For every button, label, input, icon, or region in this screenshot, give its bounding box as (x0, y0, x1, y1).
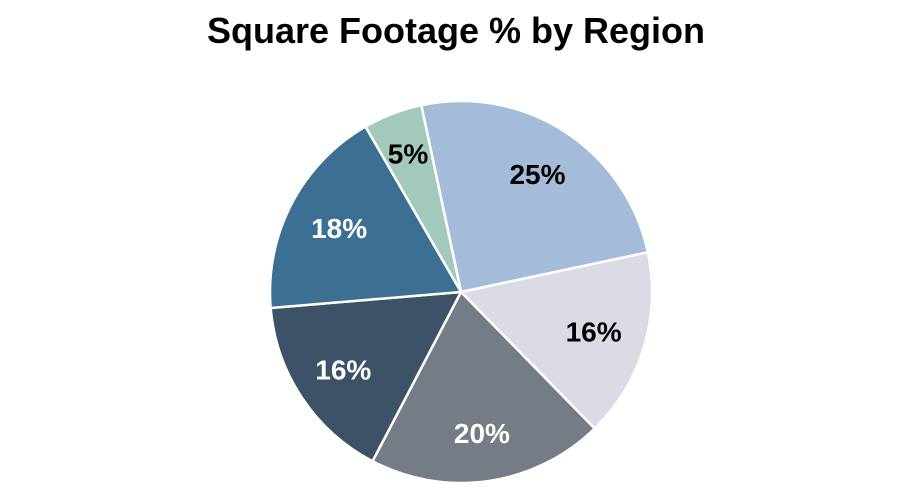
pie-slice-4 (268, 125, 463, 310)
pie-slice-3 (269, 290, 463, 463)
pie-slice-label-0: 25% (509, 159, 565, 190)
pie-slice-label-4: 18% (311, 213, 367, 244)
pie-slice-label-2: 20% (454, 418, 510, 449)
pie-slice-label-5: 5% (388, 138, 429, 169)
chart-title: Square Footage % by Region (206, 10, 706, 51)
pie-slice-1 (459, 251, 654, 430)
pie-slice-label-3: 16% (315, 355, 371, 386)
pie-slice-label-1: 16% (566, 317, 622, 348)
pie-slice-0 (420, 99, 650, 294)
pie-slice-5 (364, 103, 463, 294)
pie-slice-2 (371, 290, 596, 485)
